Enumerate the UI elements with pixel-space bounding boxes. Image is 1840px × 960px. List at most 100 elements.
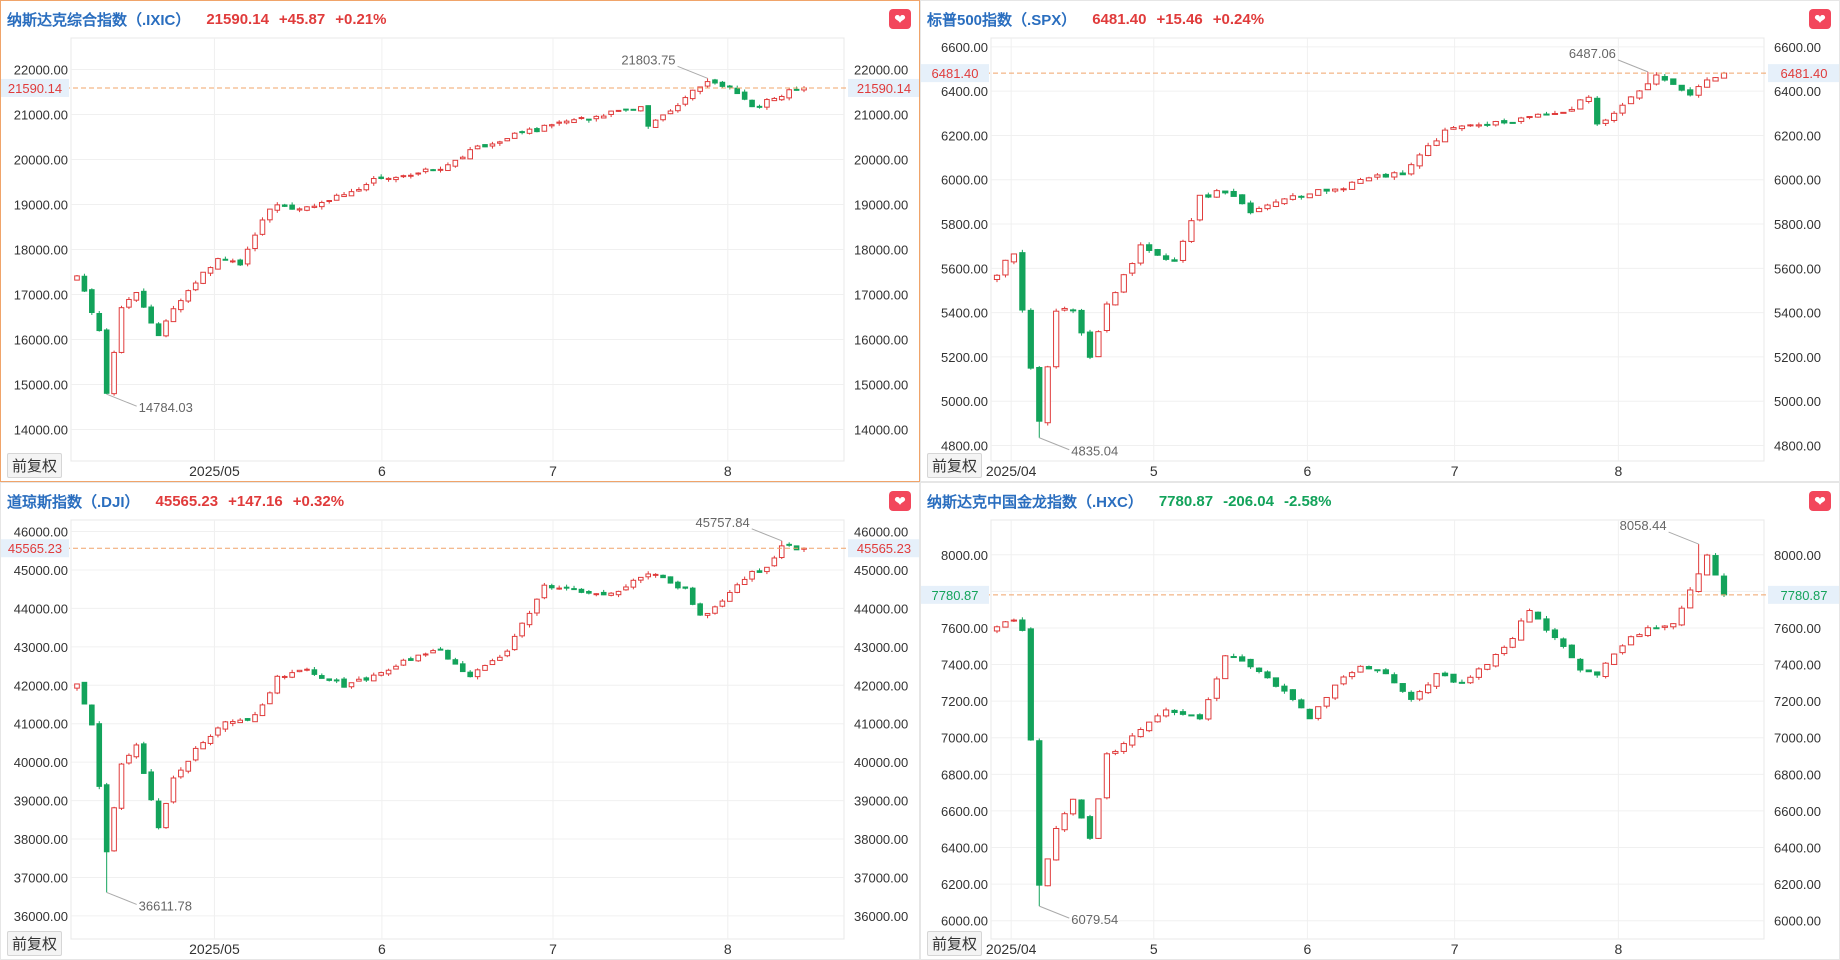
- heart-icon[interactable]: ❤: [1809, 491, 1831, 511]
- candle-body: [1391, 674, 1398, 684]
- y-tick-label-left: 6600.00: [941, 804, 988, 819]
- heart-icon[interactable]: ❤: [889, 9, 911, 29]
- candle-body: [497, 656, 503, 661]
- candle-body: [1661, 76, 1668, 81]
- y-tick-label-left: 45000.00: [14, 563, 68, 578]
- index-name[interactable]: 道琼斯指数（.DJI）: [7, 493, 140, 511]
- candle-body: [556, 121, 562, 124]
- candle-body: [1255, 667, 1263, 673]
- adjust-button[interactable]: 前复权: [7, 931, 63, 956]
- y-tick-label-right: 5000.00: [1774, 394, 1821, 409]
- candle-body: [1594, 671, 1601, 676]
- low-leader-line: [1039, 437, 1070, 451]
- y-tick-label-left: 20000.00: [14, 153, 68, 168]
- y-tick-label-right: 43000.00: [854, 640, 908, 655]
- candle-body: [1103, 753, 1111, 799]
- y-tick-label-right: 6600.00: [1774, 804, 1821, 819]
- candle-body: [682, 586, 689, 589]
- candle-body: [1475, 124, 1482, 127]
- low-annotation: 6079.54: [1071, 912, 1118, 927]
- candle-body: [1154, 249, 1161, 256]
- candle-body: [1712, 77, 1719, 82]
- candle-body: [1619, 645, 1626, 654]
- candle-body: [274, 204, 281, 211]
- candle-body: [1264, 671, 1271, 679]
- candle-body: [1095, 798, 1102, 839]
- candle-body: [148, 771, 154, 801]
- candle-body: [682, 97, 689, 105]
- chart-panel-ixic[interactable]: 纳斯达克综合指数（.IXIC） 21590.14 +45.87 +0.21% ❤…: [0, 0, 920, 482]
- candle-body: [704, 81, 711, 87]
- candlestick-chart[interactable]: 22000.00 22000.00 21000.00 21000.00 20000.00…: [1, 1, 920, 482]
- candle-body: [89, 289, 95, 313]
- x-tick-label: 8: [724, 941, 732, 957]
- x-tick-label: 8: [1614, 941, 1622, 957]
- candle-body: [556, 587, 562, 590]
- candle-body: [563, 120, 570, 124]
- candle-body: [497, 141, 503, 144]
- y-tick-label-right: 5400.00: [1774, 306, 1821, 321]
- index-name[interactable]: 标普500指数（.SPX）: [927, 11, 1077, 29]
- heart-icon[interactable]: ❤: [889, 491, 911, 511]
- candle-body: [1340, 188, 1347, 191]
- index-name[interactable]: 纳斯达克中国金龙指数（.HXC）: [927, 493, 1143, 511]
- candle-body: [786, 89, 792, 99]
- candle-body: [400, 175, 407, 178]
- candle-body: [1492, 120, 1499, 126]
- candle-body: [341, 194, 347, 198]
- candlestick-chart[interactable]: 8000.008000.007800.007800.007600.007600.…: [921, 483, 1840, 960]
- candle-body: [103, 329, 110, 394]
- candle-body: [1162, 255, 1170, 260]
- y-tick-label-right: 6400.00: [1774, 84, 1821, 99]
- index-name[interactable]: 纳斯达克综合指数（.IXIC）: [7, 11, 191, 29]
- adjust-button[interactable]: 前复权: [7, 453, 63, 478]
- index-change-pct: +0.21%: [335, 10, 387, 28]
- adjust-button[interactable]: 前复权: [927, 931, 983, 956]
- y-tick-label-right: 42000.00: [854, 678, 908, 693]
- high-leader-line: [751, 528, 782, 542]
- chart-panel-hxc[interactable]: 纳斯达克中国金龙指数（.HXC） 7780.87 -206.04 -2.58% …: [920, 482, 1840, 960]
- y-tick-label-left: 17000.00: [14, 288, 68, 303]
- adjust-button[interactable]: 前复权: [927, 453, 983, 478]
- candle-body: [1137, 729, 1144, 738]
- candle-body: [1644, 83, 1652, 91]
- y-tick-label-right: 39000.00: [854, 794, 908, 809]
- candle-body: [1365, 666, 1373, 670]
- candle-body: [511, 132, 518, 139]
- candle-body: [81, 681, 88, 705]
- y-tick-label-left: 40000.00: [14, 755, 68, 770]
- candlestick-chart[interactable]: 6600.00 6600.00 6400.00 6400.00 6200.00 6200.…: [921, 1, 1840, 482]
- chart-panel-dji[interactable]: 道琼斯指数（.DJI） 45565.23 +147.16 +0.32% ❤ 46…: [0, 482, 920, 960]
- candle-body: [630, 108, 637, 111]
- candle-body: [415, 654, 422, 662]
- x-tick-label: 6: [1304, 463, 1312, 479]
- candle-body: [771, 97, 778, 102]
- candle-body: [1053, 310, 1060, 368]
- candle-body: [333, 679, 340, 682]
- heart-icon[interactable]: ❤: [1809, 9, 1831, 29]
- y-tick-label-right: 6200.00: [1774, 128, 1821, 143]
- x-tick-label: 5: [1150, 463, 1158, 479]
- candle-body: [348, 682, 355, 688]
- candle-body: [319, 201, 325, 208]
- candle-body: [1196, 194, 1204, 221]
- y-tick-label-left: 36000.00: [14, 909, 68, 924]
- candle-body: [993, 626, 1001, 632]
- candle-body: [1230, 656, 1237, 659]
- candle-body: [1196, 714, 1204, 720]
- candle-body: [363, 677, 370, 681]
- candle-body: [667, 110, 674, 115]
- chart-panel-spx[interactable]: 标普500指数（.SPX） 6481.40 +15.46 +0.24% ❤ 66…: [920, 0, 1840, 482]
- candle-body: [749, 99, 755, 108]
- candle-body: [1551, 112, 1559, 115]
- candle-body: [652, 119, 659, 128]
- candle-body: [1720, 72, 1728, 79]
- y-tick-label-right: 6200.00: [1774, 877, 1821, 892]
- candle-body: [1399, 683, 1406, 692]
- candlestick-chart[interactable]: 46000.00 46000.00 45000.00 45000.00 44000.00…: [1, 483, 920, 960]
- candle-body: [1002, 621, 1009, 628]
- index-change-pct: +0.24%: [1212, 10, 1265, 28]
- candle-body: [1678, 84, 1685, 91]
- candle-body: [178, 769, 184, 778]
- high-annotation: 45757.84: [696, 515, 750, 530]
